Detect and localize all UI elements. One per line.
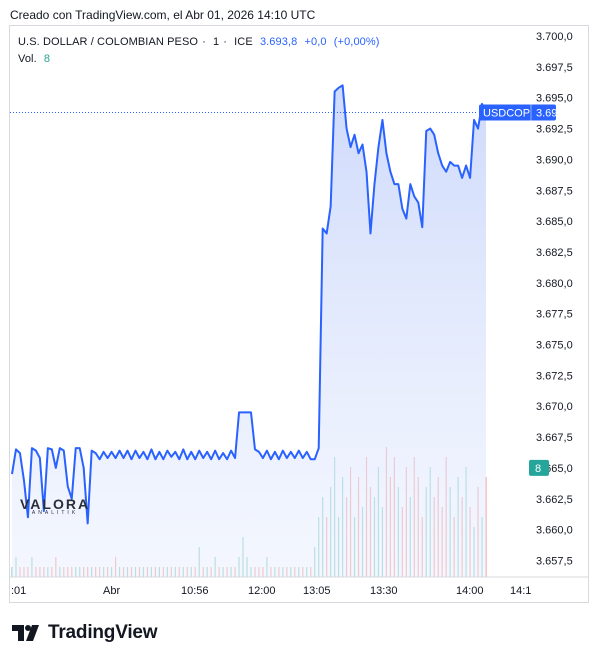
price-tag-symbol: USDCOP [483,108,530,120]
price-tag-value: 3.693,8 [536,108,573,120]
symbol-exchange: ICE [234,36,253,48]
symbol-legend: U.S. DOLLAR / COLOMBIAN PESO · 1 · ICE 3.6… [18,36,380,48]
y-tick-label: 3.690,0 [536,154,573,166]
x-tick-label: 14:00 [456,585,484,597]
y-tick-label: 3.677,5 [536,309,573,321]
price-area-fill [12,85,486,578]
x-tick-label: 12:00 [248,585,276,597]
y-tick-label: 3.687,5 [536,185,573,197]
y-tick-label: 3.662,5 [536,494,573,506]
price-line[interactable] [11,84,487,525]
chart-caption: Creado con TradingView.com, el Abr 01, 2… [10,8,316,22]
y-tick-label: 3.685,0 [536,216,573,228]
volume-legend: Vol. 8 [18,53,54,65]
watermark-sub: ANALITIK [31,510,79,516]
y-tick-label: 3.682,5 [536,247,573,259]
last-price: 3.693,8 [259,36,298,48]
symbol-interval: 1 [213,36,220,48]
y-tick-label: 3.675,0 [536,340,573,352]
y-tick-label: 3.692,5 [536,124,573,136]
tradingview-logo[interactable]: TradingView [12,622,158,644]
valora-watermark: VALORA ANALITIK [20,496,90,516]
price-change: +0,0 [304,36,327,48]
y-tick-label: 3.657,5 [536,555,573,567]
volume-tag-value: 8 [535,463,541,475]
y-tick-label: 3.670,0 [536,401,573,413]
y-tick-label: 3.700,0 [536,31,573,43]
symbol-name[interactable]: U.S. DOLLAR / COLOMBIAN PESO [18,36,199,48]
volume-value: 8 [43,53,51,65]
y-tick-label: 3.667,5 [536,432,573,444]
x-tick-label: 13:05 [303,585,331,597]
volume-tag [529,459,549,476]
x-tick-label: :01 [11,585,26,597]
x-tick-label: 10:56 [181,585,209,597]
tradingview-wordmark: TradingView [48,622,158,643]
price-tag[interactable] [479,104,556,121]
chart-frame [9,25,589,603]
price-change-pct: (+0,00%) [333,36,380,48]
volume-label[interactable]: Vol. [18,53,37,65]
y-tick-label: 3.680,0 [536,278,573,290]
x-tick-label: 14:1 [510,585,531,597]
watermark-name: VALORA [20,496,91,512]
y-tick-label: 3.660,0 [536,525,573,537]
x-tick-label: Abr [103,585,120,597]
x-tick-label: 13:30 [370,585,398,597]
y-tick-label: 3.695,0 [536,93,573,105]
tradingview-logo-icon [12,625,39,641]
y-tick-label: 3.697,5 [536,62,573,74]
y-tick-label: 3.672,5 [536,370,573,382]
